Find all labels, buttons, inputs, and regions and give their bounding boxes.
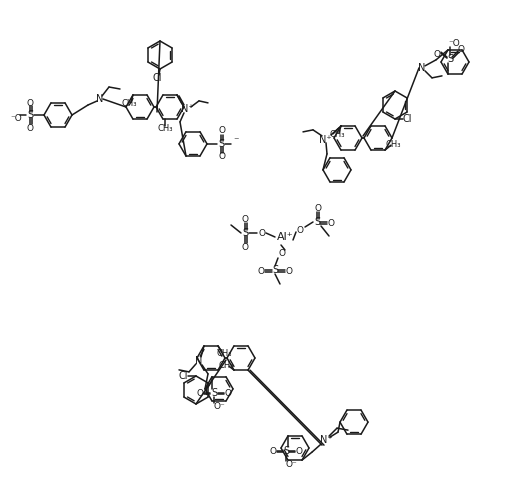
Text: O: O (197, 389, 203, 398)
Text: Cl: Cl (402, 114, 412, 124)
Text: ⁻: ⁻ (233, 136, 239, 146)
Text: N: N (418, 63, 426, 73)
Text: O: O (241, 214, 249, 223)
Text: CH₃: CH₃ (218, 361, 234, 370)
Text: S: S (27, 110, 33, 120)
Text: O: O (241, 242, 249, 252)
Text: O: O (297, 225, 304, 234)
Text: Al⁺: Al⁺ (277, 232, 294, 242)
Text: O: O (258, 267, 265, 276)
Text: CH₃: CH₃ (385, 140, 401, 148)
Text: O: O (315, 204, 321, 212)
Text: N: N (196, 356, 203, 366)
Text: S: S (218, 139, 224, 149)
Text: O⁻: O⁻ (213, 402, 225, 411)
Text: N⁺: N⁺ (320, 435, 333, 445)
Text: O: O (259, 228, 266, 237)
Text: CH₃: CH₃ (157, 124, 173, 133)
Text: CH₃: CH₃ (121, 100, 136, 108)
Text: CH₃: CH₃ (216, 350, 232, 358)
Text: N⁺: N⁺ (181, 104, 193, 114)
Text: O: O (434, 50, 441, 59)
Text: O: O (225, 389, 231, 398)
Text: N: N (96, 94, 104, 104)
Text: Cl: Cl (152, 73, 162, 83)
Text: Cl: Cl (178, 371, 188, 381)
Text: S: S (447, 54, 453, 64)
Text: S: S (283, 446, 289, 456)
Text: N⁺: N⁺ (319, 135, 331, 145)
Text: ⁻O: ⁻O (448, 39, 460, 48)
Text: O: O (278, 248, 286, 258)
Text: O: O (327, 218, 335, 227)
Text: O: O (286, 267, 292, 276)
Text: O: O (26, 124, 34, 132)
Text: S: S (242, 228, 248, 238)
Text: O: O (269, 447, 277, 456)
Text: S: S (314, 217, 320, 227)
Text: ⁻O: ⁻O (10, 114, 22, 123)
Text: O⁻: O⁻ (285, 460, 297, 469)
Text: O: O (457, 45, 464, 54)
Text: O: O (296, 447, 302, 456)
Text: O: O (26, 99, 34, 108)
Text: O: O (219, 126, 226, 135)
Text: O: O (219, 152, 226, 161)
Text: CH₃: CH₃ (329, 130, 345, 139)
Text: S: S (272, 265, 278, 275)
Text: S: S (211, 388, 217, 398)
